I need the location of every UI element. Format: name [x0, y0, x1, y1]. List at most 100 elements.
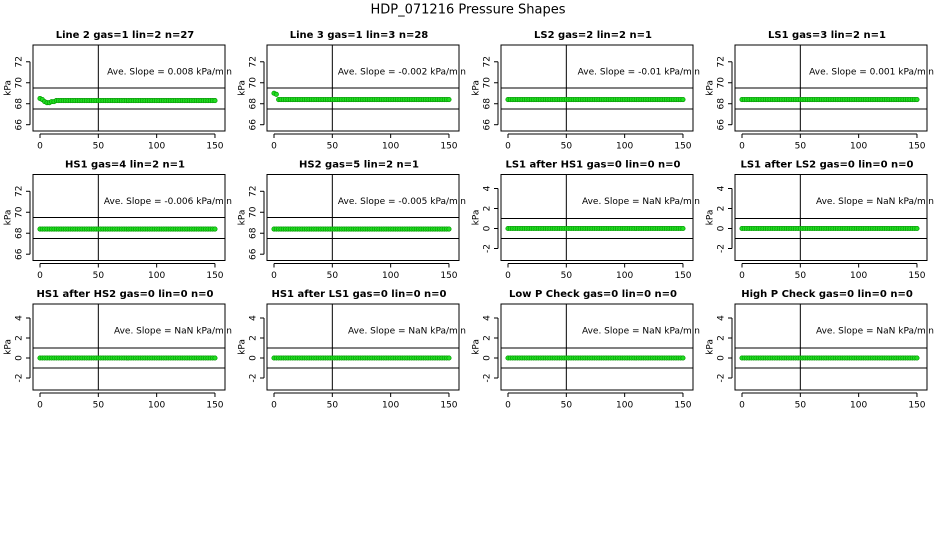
- x-tick-label: 150: [674, 142, 691, 152]
- x-tick-label: 50: [327, 401, 339, 411]
- x-tick-label: 0: [37, 401, 43, 411]
- panel-title: LS2 gas=2 lin=2 n=1: [534, 30, 652, 41]
- y-tick-label: 68: [249, 227, 259, 239]
- panel-title: Low P Check gas=0 lin=0 n=0: [509, 289, 677, 300]
- plot-frame: [32, 303, 226, 391]
- y-tick-label: 72: [15, 56, 25, 67]
- x-tick-label: 150: [206, 142, 223, 152]
- panel: Low P Check gas=0 lin=0 n=0 kPa Ave. Slope…: [472, 289, 701, 411]
- y-tick-label: 68: [717, 98, 727, 110]
- panel-title: Line 3 gas=1 lin=3 n=28: [290, 30, 429, 41]
- x-tick-label: 50: [93, 271, 105, 281]
- y-tick-label: 72: [15, 186, 25, 197]
- y-axis-label: kPa: [4, 210, 14, 226]
- y-tick-label: 66: [249, 248, 259, 260]
- data-point: [914, 355, 920, 361]
- plot-frame: [500, 303, 694, 391]
- annotation: Ave. Slope = 0.008 kPa/min: [107, 68, 232, 78]
- x-tick-label: 50: [795, 271, 807, 281]
- y-axis-label: kPa: [238, 80, 248, 96]
- y-tick-label: 0: [483, 355, 493, 361]
- panel: High P Check gas=0 lin=0 n=0 kPa Ave. Slop…: [706, 289, 935, 411]
- annotation: Ave. Slope = NaN kPa/min: [582, 197, 700, 207]
- annotation: Ave. Slope = -0.005 kPa/min: [338, 197, 466, 207]
- y-tick-label: 2: [717, 206, 727, 212]
- y-tick-label: 0: [717, 355, 727, 361]
- x-tick-label: 100: [382, 271, 399, 281]
- y-tick-label: -2: [483, 244, 493, 253]
- x-tick-label: 0: [271, 142, 277, 152]
- x-tick-label: 150: [440, 271, 457, 281]
- y-tick-label: 72: [483, 56, 493, 67]
- plot-frame: [266, 303, 460, 391]
- x-tick-label: 100: [148, 142, 165, 152]
- panel: LS1 after HS1 gas=0 lin=0 n=0 kPa Ave. Slo…: [472, 160, 701, 282]
- annotation: Ave. Slope = -0.01 kPa/min: [578, 68, 700, 78]
- x-tick-label: 150: [908, 401, 925, 411]
- y-tick-label: -2: [15, 374, 25, 383]
- y-tick-label: 2: [15, 335, 25, 341]
- y-tick-label: 4: [15, 315, 25, 321]
- y-tick-label: 68: [15, 98, 25, 110]
- x-tick-label: 100: [850, 401, 867, 411]
- y-axis-label: kPa: [706, 210, 716, 226]
- y-axis-label: kPa: [4, 339, 14, 355]
- data-point: [914, 96, 920, 103]
- x-tick-label: 50: [561, 271, 573, 281]
- x-tick-label: 100: [382, 142, 399, 152]
- y-tick-label: 70: [717, 77, 727, 89]
- y-tick-label: 66: [249, 119, 259, 131]
- y-tick-label: 4: [717, 315, 727, 321]
- y-tick-label: 66: [15, 248, 25, 260]
- x-tick-label: 0: [271, 271, 277, 281]
- plot-frame: [500, 44, 694, 132]
- panel: HS1 gas=4 lin=2 n=1 kPa Ave. Slope = -0.00…: [4, 160, 233, 282]
- y-tick-label: 66: [483, 119, 493, 131]
- annotation: Ave. Slope = -0.002 kPa/min: [338, 68, 466, 78]
- x-tick-label: 150: [674, 401, 691, 411]
- panel-title: LS1 after HS1 gas=0 lin=0 n=0: [505, 160, 680, 171]
- panel-title: HS1 gas=4 lin=2 n=1: [65, 160, 185, 171]
- panel: LS1 after LS2 gas=0 lin=0 n=0 kPa Ave. Slo…: [706, 160, 935, 282]
- data-point: [680, 355, 686, 361]
- x-tick-label: 100: [616, 142, 633, 152]
- plot-frame: [734, 44, 928, 132]
- data-point: [273, 91, 279, 97]
- y-tick-label: 70: [249, 206, 259, 218]
- y-tick-label: 70: [15, 77, 25, 89]
- annotation: Ave. Slope = NaN kPa/min: [114, 327, 232, 337]
- y-tick-label: 4: [483, 315, 493, 321]
- x-tick-label: 150: [206, 401, 223, 411]
- y-axis-label: kPa: [706, 339, 716, 355]
- y-tick-label: 0: [483, 225, 493, 231]
- y-tick-label: 70: [483, 77, 493, 89]
- y-tick-label: 4: [483, 185, 493, 191]
- x-tick-label: 100: [616, 271, 633, 281]
- x-tick-label: 50: [327, 142, 339, 152]
- x-tick-label: 0: [271, 401, 277, 411]
- y-tick-label: 0: [249, 355, 259, 361]
- y-tick-label: 68: [483, 98, 493, 110]
- y-tick-label: 2: [249, 335, 259, 341]
- data-point: [212, 226, 218, 232]
- data-point: [212, 355, 218, 361]
- x-tick-label: 0: [37, 271, 43, 281]
- x-tick-label: 150: [440, 401, 457, 411]
- y-tick-label: 0: [717, 225, 727, 231]
- panel: Line 3 gas=1 lin=3 n=28 kPa Ave. Slope = -…: [238, 30, 467, 152]
- y-tick-label: 70: [249, 77, 259, 89]
- data-point: [680, 96, 686, 103]
- x-tick-label: 50: [795, 401, 807, 411]
- y-tick-label: -2: [249, 374, 259, 383]
- data-point: [680, 225, 686, 232]
- panel: HS1 after LS1 gas=0 lin=0 n=0 kPa Ave. Slo…: [238, 289, 467, 411]
- panel-title: LS1 after LS2 gas=0 lin=0 n=0: [740, 160, 913, 171]
- y-tick-label: 68: [15, 227, 25, 239]
- x-tick-label: 50: [93, 401, 105, 411]
- x-tick-label: 150: [908, 142, 925, 152]
- annotation: Ave. Slope = -0.006 kPa/min: [104, 197, 232, 207]
- y-tick-label: 2: [483, 335, 493, 341]
- plot-frame: [32, 174, 226, 261]
- annotation: Ave. Slope = NaN kPa/min: [582, 327, 700, 337]
- plot-frame: [266, 174, 460, 261]
